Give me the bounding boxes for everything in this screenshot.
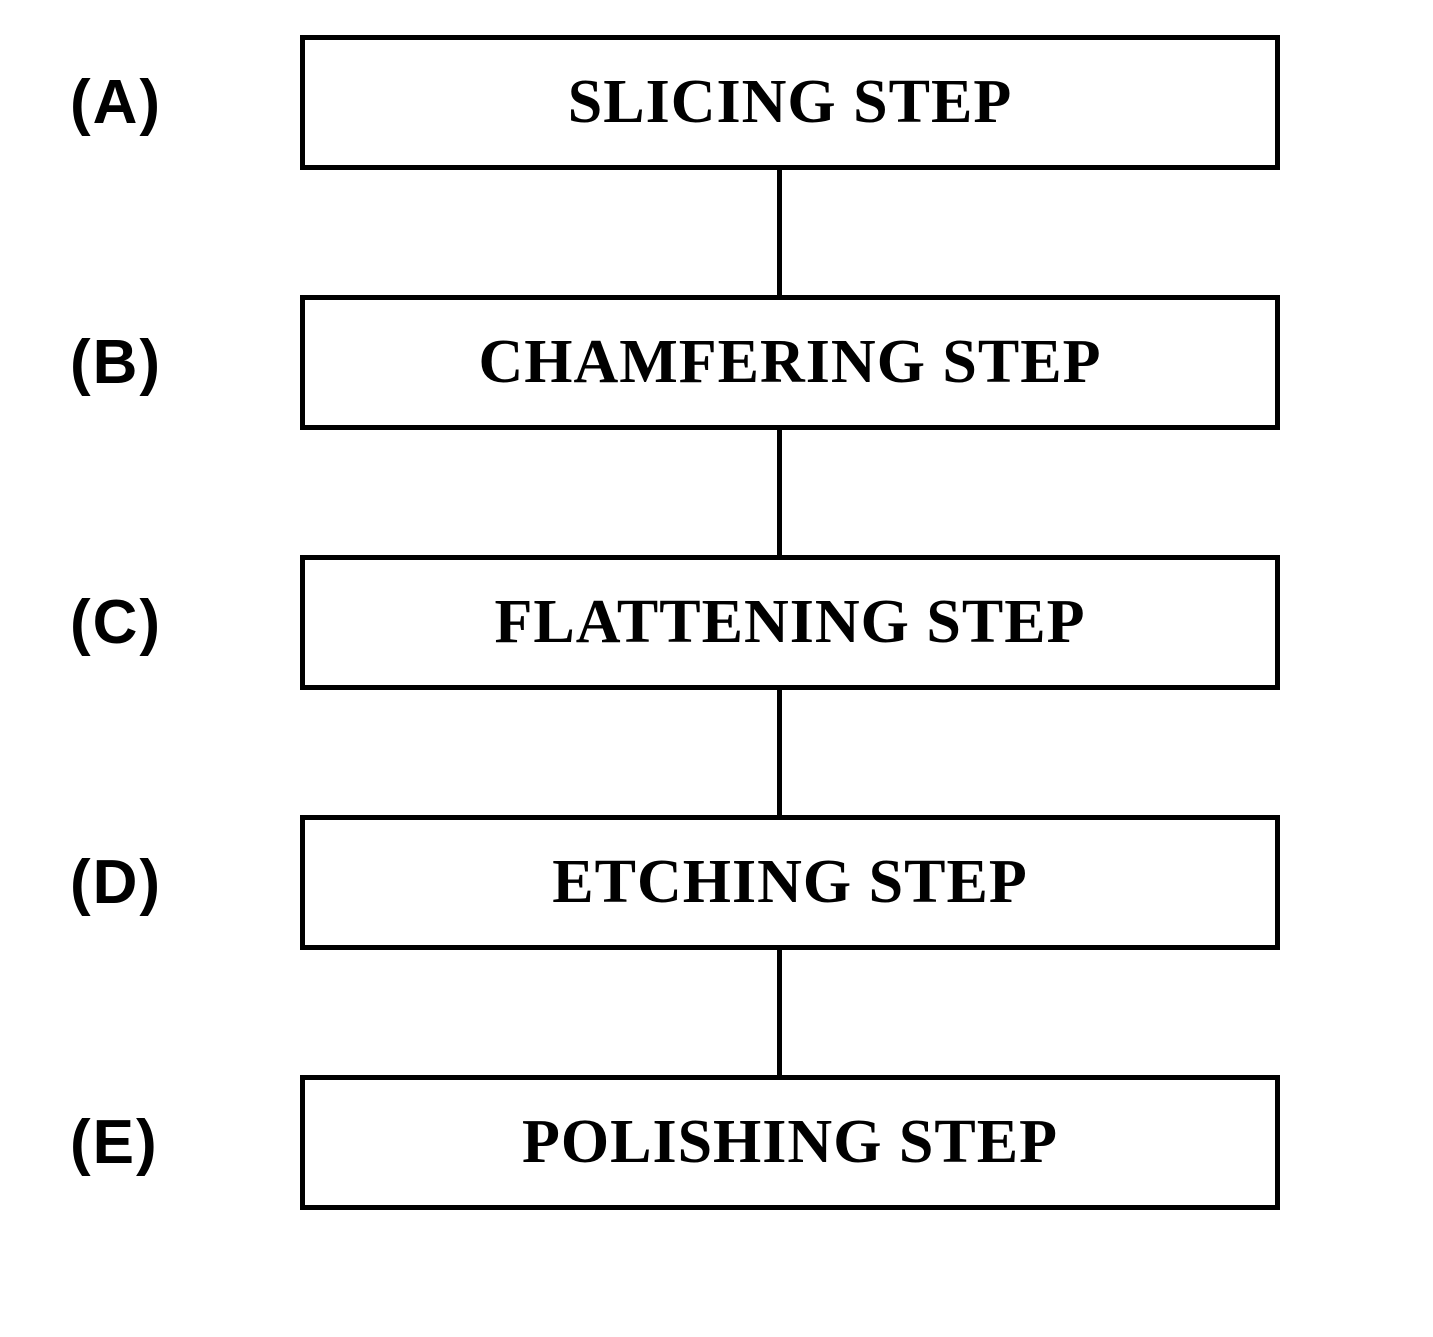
- step-row-b: (B) CHAMFERING STEP: [70, 295, 1280, 430]
- step-row-d: (D) ETCHING STEP: [70, 815, 1280, 950]
- step-box-d: ETCHING STEP: [300, 815, 1280, 950]
- connector-d-e: [777, 950, 782, 1080]
- step-box-c: FLATTENING STEP: [300, 555, 1280, 690]
- connector-a-b: [777, 170, 782, 300]
- step-row-c: (C) FLATTENING STEP: [70, 555, 1280, 690]
- connector-c-d: [777, 690, 782, 820]
- step-letter-b: (B): [70, 327, 300, 398]
- flowchart-container: (A) SLICING STEP (B) CHAMFERING STEP (C)…: [0, 0, 1433, 1337]
- connector-b-c: [777, 430, 782, 560]
- step-row-e: (E) POLISHING STEP: [70, 1075, 1280, 1210]
- step-row-a: (A) SLICING STEP: [70, 35, 1280, 170]
- step-text-c: FLATTENING STEP: [495, 587, 1086, 658]
- step-letter-e: (E): [70, 1107, 300, 1178]
- step-letter-c: (C): [70, 587, 300, 658]
- step-text-a: SLICING STEP: [568, 67, 1012, 138]
- step-text-b: CHAMFERING STEP: [479, 327, 1102, 398]
- step-text-e: POLISHING STEP: [522, 1107, 1058, 1178]
- step-text-d: ETCHING STEP: [552, 847, 1027, 918]
- step-letter-a: (A): [70, 67, 300, 138]
- step-box-a: SLICING STEP: [300, 35, 1280, 170]
- step-box-e: POLISHING STEP: [300, 1075, 1280, 1210]
- step-letter-d: (D): [70, 847, 300, 918]
- step-box-b: CHAMFERING STEP: [300, 295, 1280, 430]
